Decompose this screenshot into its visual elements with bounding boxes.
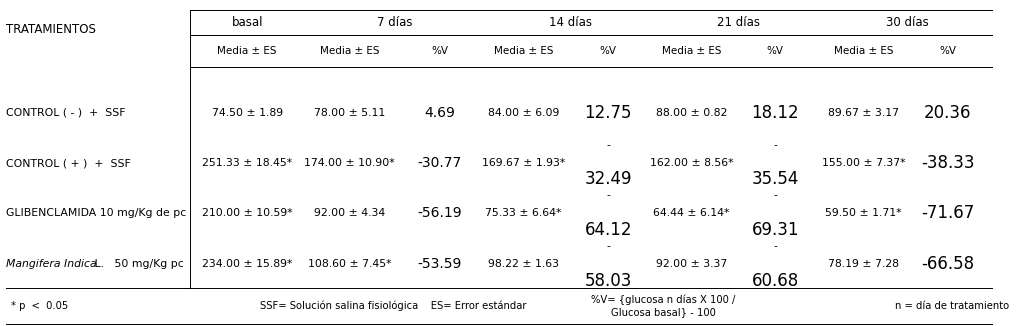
Text: 69.31: 69.31 [751,221,799,239]
Text: 162.00 ± 8.56*: 162.00 ± 8.56* [650,158,734,168]
Text: 58.03: 58.03 [585,272,632,289]
Text: 18.12: 18.12 [751,104,799,122]
Text: Media ± ES: Media ± ES [217,46,277,56]
Text: 14 días: 14 días [549,16,592,29]
Text: %V: %V [431,46,448,56]
Text: 210.00 ± 10.59*: 210.00 ± 10.59* [202,208,292,218]
Text: 234.00 ± 15.89*: 234.00 ± 15.89* [202,259,292,269]
Text: 74.50 ± 1.89: 74.50 ± 1.89 [212,108,283,118]
Text: -71.67: -71.67 [921,204,974,222]
Text: -: - [773,190,777,200]
Text: 169.67 ± 1.93*: 169.67 ± 1.93* [482,158,566,168]
Text: 155.00 ± 7.37*: 155.00 ± 7.37* [821,158,905,168]
Text: * p  <  0.05: * p < 0.05 [10,301,68,311]
Text: 64.12: 64.12 [585,221,632,239]
Text: 35.54: 35.54 [751,170,799,188]
Text: -: - [606,242,610,251]
Text: n = día de tratamiento: n = día de tratamiento [895,301,1009,311]
Text: L.   50 mg/Kg pc: L. 50 mg/Kg pc [92,259,184,269]
Text: GLIBENCLAMIDA 10 mg/Kg de pc: GLIBENCLAMIDA 10 mg/Kg de pc [6,208,185,218]
Text: Media ± ES: Media ± ES [661,46,721,56]
Text: %V= {glucosa n días X 100 /
Glucosa basal} - 100: %V= {glucosa n días X 100 / Glucosa basa… [591,295,736,317]
Text: -: - [773,140,777,150]
Text: 78.19 ± 7.28: 78.19 ± 7.28 [827,259,899,269]
Text: TRATAMIENTOS: TRATAMIENTOS [6,22,96,36]
Text: 108.60 ± 7.45*: 108.60 ± 7.45* [308,259,391,269]
Text: 75.33 ± 6.64*: 75.33 ± 6.64* [485,208,561,218]
Text: -30.77: -30.77 [418,156,462,170]
Text: 21 días: 21 días [717,16,760,29]
Text: Mangifera Indica: Mangifera Indica [6,259,97,269]
Text: 64.44 ± 6.14*: 64.44 ± 6.14* [653,208,730,218]
Text: 92.00 ± 4.34: 92.00 ± 4.34 [314,208,385,218]
Text: 12.75: 12.75 [585,104,632,122]
Text: 32.49: 32.49 [585,170,632,188]
Text: Media ± ES: Media ± ES [834,46,893,56]
Text: -66.58: -66.58 [921,255,974,273]
Text: -: - [606,190,610,200]
Text: CONTROL ( + )  +  SSF: CONTROL ( + ) + SSF [6,158,130,168]
Text: 60.68: 60.68 [752,272,799,289]
Text: 7 días: 7 días [377,16,413,29]
Text: 59.50 ± 1.71*: 59.50 ± 1.71* [825,208,902,218]
Text: 174.00 ± 10.90*: 174.00 ± 10.90* [304,158,394,168]
Text: %V: %V [940,46,957,56]
Text: 84.00 ± 6.09: 84.00 ± 6.09 [488,108,559,118]
Text: -38.33: -38.33 [921,154,975,172]
Text: basal: basal [231,16,263,29]
Text: Media ± ES: Media ± ES [320,46,379,56]
Text: 30 días: 30 días [886,16,928,29]
Text: Media ± ES: Media ± ES [494,46,553,56]
Text: %V: %V [766,46,784,56]
Text: 98.22 ± 1.63: 98.22 ± 1.63 [488,259,559,269]
Text: 89.67 ± 3.17: 89.67 ± 3.17 [827,108,899,118]
Text: CONTROL ( - )  +  SSF: CONTROL ( - ) + SSF [6,108,125,118]
Text: 20.36: 20.36 [924,104,972,122]
Text: %V: %V [600,46,616,56]
Text: 251.33 ± 18.45*: 251.33 ± 18.45* [202,158,292,168]
Text: 92.00 ± 3.37: 92.00 ± 3.37 [656,259,728,269]
Text: SSF= Solución salina fisiológica    ES= Error estándar: SSF= Solución salina fisiológica ES= Err… [260,301,526,311]
Text: -53.59: -53.59 [418,257,463,271]
Text: 88.00 ± 0.82: 88.00 ± 0.82 [656,108,728,118]
Text: -: - [773,242,777,251]
Text: 78.00 ± 5.11: 78.00 ± 5.11 [314,108,385,118]
Text: -: - [606,140,610,150]
Text: -56.19: -56.19 [418,206,463,220]
Text: 4.69: 4.69 [425,106,455,120]
